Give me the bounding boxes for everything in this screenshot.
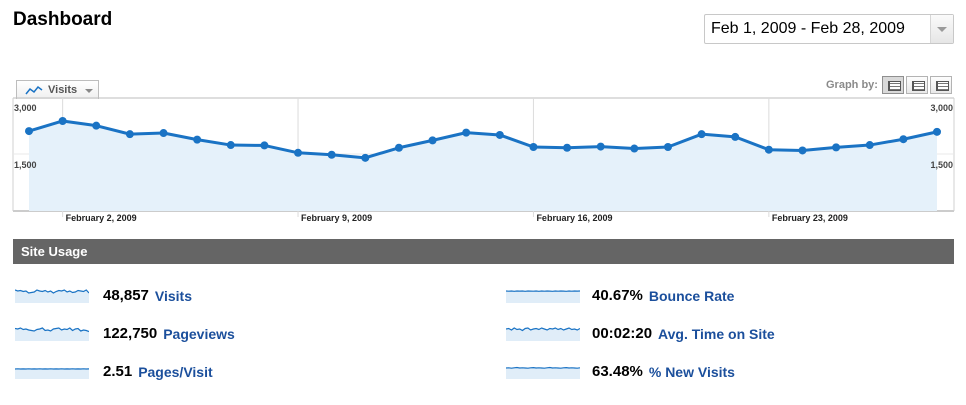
usage-metric-row[interactable]: 63.48% % New Visits [506, 359, 886, 381]
data-point [731, 132, 740, 141]
data-point [394, 143, 403, 152]
sparkline-chart [506, 366, 580, 379]
usage-metric-value: 48,857 [103, 287, 149, 304]
y-tick-label-right: 1,500 [930, 160, 953, 170]
data-point [25, 127, 33, 136]
data-point [193, 135, 202, 144]
data-point [630, 144, 639, 153]
usage-metric-link[interactable]: Avg. Time on Site [658, 326, 775, 342]
sparkline-line [15, 289, 89, 294]
sparkline-line [506, 327, 580, 332]
sparkline-fill [506, 367, 580, 379]
sparkline-chart [15, 327, 89, 341]
data-point [327, 150, 336, 159]
usage-metric-link[interactable]: Pages/Visit [138, 364, 213, 380]
data-point [462, 128, 471, 137]
data-point [832, 143, 841, 152]
area-fill [29, 120, 937, 211]
data-point [260, 141, 269, 150]
data-point [361, 153, 370, 162]
date-range-selector[interactable]: Feb 1, 2009 - Feb 28, 2009 [704, 14, 954, 44]
date-range-value: Feb 1, 2009 - Feb 28, 2009 [711, 20, 905, 37]
usage-metric-row[interactable]: 122,750 Pageviews [15, 321, 395, 343]
usage-metric-row[interactable]: 00:02:20 Avg. Time on Site [506, 321, 886, 343]
y-tick-label-right: 3,000 [930, 103, 953, 113]
usage-metric-row[interactable]: 2.51 Pages/Visit [15, 359, 395, 381]
sparkline-chart [506, 290, 580, 303]
data-point [294, 148, 303, 157]
line-graph-icon [25, 85, 43, 95]
data-point [428, 136, 437, 145]
y-tick-label-left: 1,500 [14, 160, 37, 170]
data-point [663, 142, 672, 151]
usage-metric-link[interactable]: % New Visits [648, 364, 735, 380]
page-title: Dashboard [13, 9, 113, 30]
series-line-visits [28, 119, 938, 160]
graph-by-day-button[interactable] [882, 76, 904, 94]
data-point [58, 116, 67, 125]
data-point [226, 141, 235, 150]
site-usage-header: Site Usage [13, 239, 954, 264]
data-point [125, 130, 134, 139]
graph-by-week-button[interactable] [906, 76, 928, 94]
visits-over-time-chart: February 2, 2009 February 9, 2009 February… [12, 97, 955, 223]
day-view-icon [888, 81, 901, 91]
week-view-icon [912, 81, 925, 91]
sparkline-chart [15, 289, 89, 303]
data-point [529, 142, 538, 151]
usage-metric-value: 122,750 [103, 325, 158, 342]
data-point [596, 142, 605, 151]
data-point [495, 130, 504, 139]
usage-metric-link[interactable]: Visits [154, 288, 192, 304]
sparkline-fill [15, 290, 89, 303]
sparkline-fill [15, 368, 89, 379]
metric-selector-tab[interactable]: Visits [16, 80, 99, 99]
x-tick-label: February 16, 2009 [536, 213, 612, 223]
sparkline-chart [15, 368, 89, 379]
usage-metric-value: 63.48% [592, 363, 643, 380]
data-point [899, 135, 908, 144]
metric-tab-label: Visits [48, 84, 78, 96]
data-point [933, 127, 941, 136]
sparkline-fill [506, 291, 580, 303]
sparkline-chart [506, 327, 580, 341]
y-tick-label-left: 3,000 [14, 103, 37, 113]
usage-metric-value: 40.67% [592, 287, 643, 304]
graph-by-label: Graph by: [826, 79, 878, 91]
month-view-icon [936, 81, 949, 91]
data-point [798, 146, 807, 155]
graph-by-month-button[interactable] [930, 76, 952, 94]
data-point [764, 145, 773, 154]
data-point [92, 121, 101, 130]
usage-metric-value: 00:02:20 [592, 325, 653, 342]
data-point [865, 141, 874, 150]
usage-metric-value: 2.51 [103, 363, 133, 380]
data-point [159, 129, 168, 138]
caret-down-icon [85, 89, 93, 93]
x-tick-label: February 2, 2009 [66, 213, 137, 223]
sparkline-line [15, 327, 89, 333]
data-point [563, 143, 572, 152]
x-tick-label: February 23, 2009 [772, 213, 848, 223]
usage-metric-link[interactable]: Bounce Rate [648, 288, 735, 304]
data-point [697, 130, 706, 139]
sparkline-fill [506, 328, 580, 341]
site-usage-title: Site Usage [21, 244, 88, 259]
usage-metric-row[interactable]: 48,857 Visits [15, 283, 395, 305]
chevron-down-icon[interactable] [930, 15, 953, 43]
usage-metric-link[interactable]: Pageviews [163, 326, 235, 342]
usage-metric-row[interactable]: 40.67% Bounce Rate [506, 283, 886, 305]
sparkline-line [506, 366, 580, 369]
x-tick-label: February 9, 2009 [301, 213, 372, 223]
